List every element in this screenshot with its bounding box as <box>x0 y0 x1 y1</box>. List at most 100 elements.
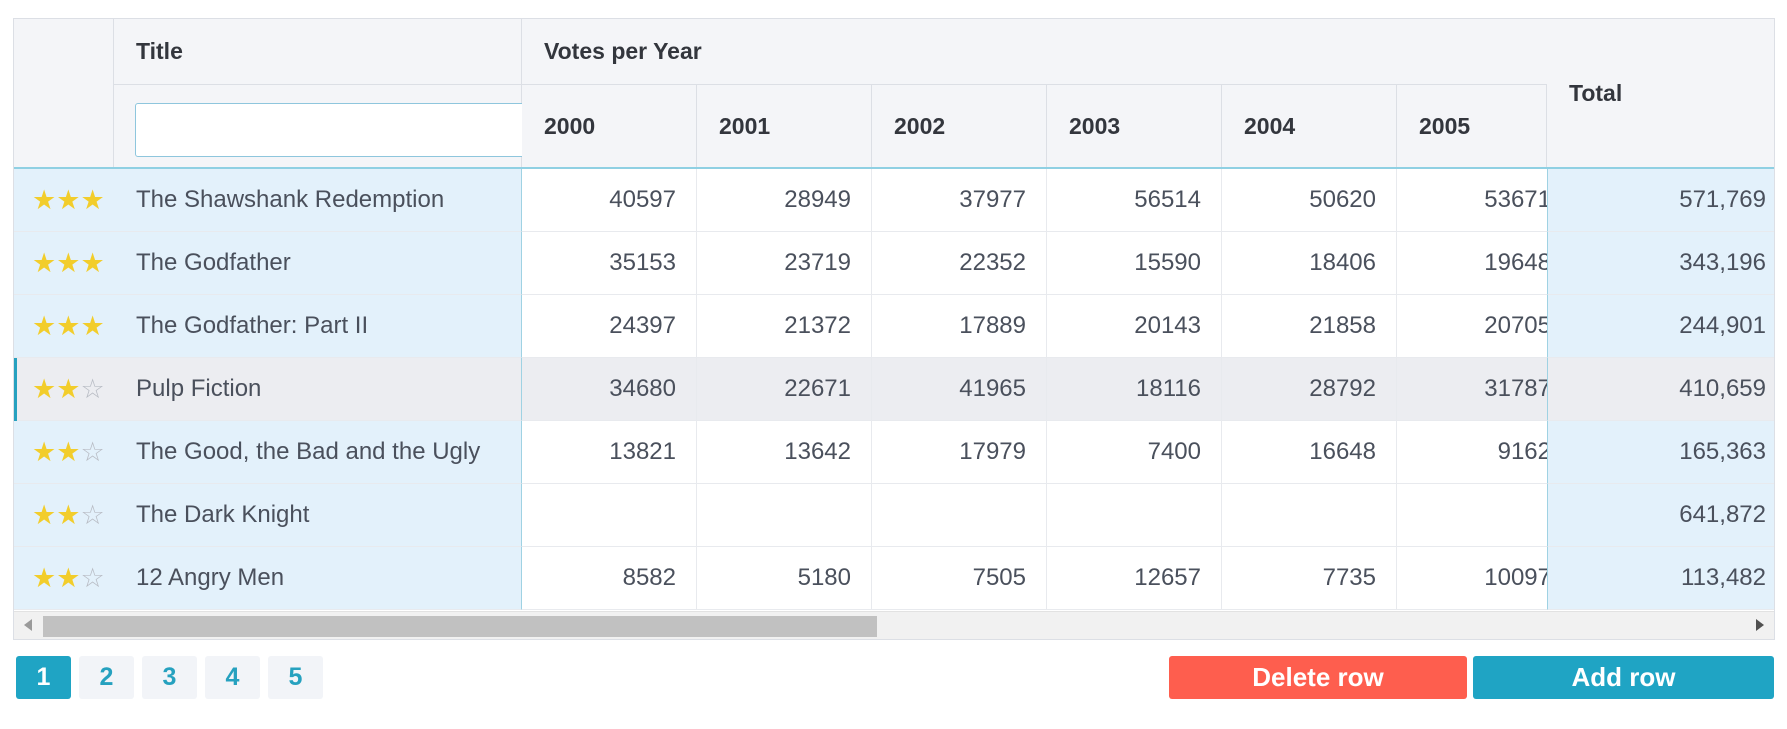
page-button[interactable]: 3 <box>142 656 197 699</box>
star-filled-icon[interactable]: ★ <box>56 436 81 467</box>
votes-cell[interactable]: 7505 <box>872 547 1047 610</box>
title-cell[interactable]: Pulp Fiction <box>114 358 522 421</box>
title-cell[interactable]: The Dark Knight <box>114 484 522 547</box>
votes-cell[interactable]: 24397 <box>522 295 697 358</box>
table-row[interactable]: ★ ★ ☆ Pulp Fiction 34680 22671 41965 18116 28792… <box>14 358 1774 421</box>
votes-cell[interactable]: 35153 <box>522 232 697 295</box>
header-year[interactable]: 2000 <box>522 85 697 167</box>
votes-cell[interactable]: 13821 <box>522 421 697 484</box>
table-row[interactable]: ★ ★ ☆ The Dark Knight 641,872 <box>14 484 1774 547</box>
star-filled-icon[interactable]: ★ <box>56 310 81 341</box>
rating-cell[interactable]: ★ ★ ☆ <box>14 358 114 421</box>
votes-cell[interactable]: 56514 <box>1047 169 1222 232</box>
votes-cell[interactable]: 41965 <box>872 358 1047 421</box>
header-total[interactable]: Total <box>1547 19 1774 167</box>
table-row[interactable]: ★ ★ ★ The Godfather 35153 23719 22352 15590 1840… <box>14 232 1774 295</box>
star-filled-icon[interactable]: ★ <box>32 436 57 467</box>
votes-cell[interactable]: 7735 <box>1222 547 1397 610</box>
votes-cell[interactable]: 9162 <box>1397 421 1572 484</box>
page-button[interactable]: 1 <box>16 656 71 699</box>
table-row[interactable]: ★ ★ ★ The Godfather: Part II 24397 21372 17889… <box>14 295 1774 358</box>
title-cell[interactable]: The Shawshank Redemption <box>114 169 522 232</box>
votes-cell[interactable] <box>697 484 872 547</box>
votes-cell[interactable] <box>872 484 1047 547</box>
star-empty-icon[interactable]: ☆ <box>80 562 105 593</box>
votes-cell[interactable]: 22671 <box>697 358 872 421</box>
votes-cell[interactable]: 12657 <box>1047 547 1222 610</box>
star-filled-icon[interactable]: ★ <box>32 499 57 530</box>
title-cell[interactable]: The Godfather: Part II <box>114 295 522 358</box>
horizontal-scrollbar[interactable] <box>14 611 1774 639</box>
star-filled-icon[interactable]: ★ <box>56 562 81 593</box>
votes-cell[interactable]: 22352 <box>872 232 1047 295</box>
votes-cell[interactable]: 20705 <box>1397 295 1572 358</box>
votes-cell[interactable]: 34680 <box>522 358 697 421</box>
delete-row-button[interactable]: Delete row <box>1169 656 1467 699</box>
scrollbar-thumb[interactable] <box>43 616 877 637</box>
star-filled-icon[interactable]: ★ <box>32 184 57 215</box>
table-row[interactable]: ★ ★ ★ The Shawshank Redemption 40597 28949 379… <box>14 169 1774 232</box>
votes-cell[interactable]: 10097 <box>1397 547 1572 610</box>
header-year[interactable]: 2005 <box>1397 85 1547 167</box>
votes-cell[interactable]: 7400 <box>1047 421 1222 484</box>
votes-cell[interactable]: 31787 <box>1397 358 1572 421</box>
title-cell[interactable]: The Godfather <box>114 232 522 295</box>
star-filled-icon[interactable]: ★ <box>80 184 105 215</box>
votes-cell[interactable]: 15590 <box>1047 232 1222 295</box>
rating-cell[interactable]: ★ ★ ☆ <box>14 484 114 547</box>
votes-cell[interactable]: 18406 <box>1222 232 1397 295</box>
star-filled-icon[interactable]: ★ <box>56 247 81 278</box>
star-filled-icon[interactable]: ★ <box>32 373 57 404</box>
votes-cell[interactable]: 40597 <box>522 169 697 232</box>
votes-cell[interactable]: 21372 <box>697 295 872 358</box>
table-row[interactable]: ★ ★ ☆ The Good, the Bad and the Ugly 13821 13… <box>14 421 1774 484</box>
star-filled-icon[interactable]: ★ <box>32 310 57 341</box>
votes-cell[interactable]: 18116 <box>1047 358 1222 421</box>
table-row[interactable]: ★ ★ ☆ 12 Angry Men 8582 5180 7505 12657 7735 1009… <box>14 547 1774 610</box>
star-filled-icon[interactable]: ★ <box>32 562 57 593</box>
rating-cell[interactable]: ★ ★ ★ <box>14 232 114 295</box>
votes-cell[interactable]: 19648 <box>1397 232 1572 295</box>
star-filled-icon[interactable]: ★ <box>32 247 57 278</box>
votes-cell[interactable]: 16648 <box>1222 421 1397 484</box>
votes-cell[interactable]: 20143 <box>1047 295 1222 358</box>
votes-cell[interactable] <box>1047 484 1222 547</box>
header-year[interactable]: 2004 <box>1222 85 1397 167</box>
votes-cell[interactable]: 28949 <box>697 169 872 232</box>
add-row-button[interactable]: Add row <box>1473 656 1774 699</box>
votes-cell[interactable]: 53671 <box>1397 169 1572 232</box>
rating-cell[interactable]: ★ ★ ☆ <box>14 547 114 610</box>
votes-cell[interactable]: 23719 <box>697 232 872 295</box>
star-filled-icon[interactable]: ★ <box>56 499 81 530</box>
page-button[interactable]: 5 <box>268 656 323 699</box>
votes-cell[interactable] <box>1397 484 1572 547</box>
page-button[interactable]: 2 <box>79 656 134 699</box>
votes-cell[interactable]: 50620 <box>1222 169 1397 232</box>
header-year[interactable]: 2001 <box>697 85 872 167</box>
title-filter-input[interactable] <box>135 103 573 157</box>
star-empty-icon[interactable]: ☆ <box>80 436 105 467</box>
title-cell[interactable]: 12 Angry Men <box>114 547 522 610</box>
votes-cell[interactable]: 13642 <box>697 421 872 484</box>
votes-cell[interactable]: 8582 <box>522 547 697 610</box>
header-year[interactable]: 2002 <box>872 85 1047 167</box>
arrow-left-icon[interactable] <box>24 619 32 631</box>
title-cell[interactable]: The Good, the Bad and the Ugly <box>114 421 522 484</box>
votes-cell[interactable] <box>1222 484 1397 547</box>
star-filled-icon[interactable]: ★ <box>56 184 81 215</box>
votes-cell[interactable]: 37977 <box>872 169 1047 232</box>
star-empty-icon[interactable]: ☆ <box>80 499 105 530</box>
page-button[interactable]: 4 <box>205 656 260 699</box>
header-year[interactable]: 2003 <box>1047 85 1222 167</box>
rating-cell[interactable]: ★ ★ ☆ <box>14 421 114 484</box>
star-filled-icon[interactable]: ★ <box>56 373 81 404</box>
votes-cell[interactable]: 17889 <box>872 295 1047 358</box>
star-empty-icon[interactable]: ☆ <box>80 373 105 404</box>
header-title[interactable]: Title <box>114 19 522 85</box>
votes-cell[interactable]: 17979 <box>872 421 1047 484</box>
arrow-right-icon[interactable] <box>1756 619 1764 631</box>
votes-cell[interactable]: 21858 <box>1222 295 1397 358</box>
votes-cell[interactable] <box>522 484 697 547</box>
votes-cell[interactable]: 5180 <box>697 547 872 610</box>
rating-cell[interactable]: ★ ★ ★ <box>14 169 114 232</box>
